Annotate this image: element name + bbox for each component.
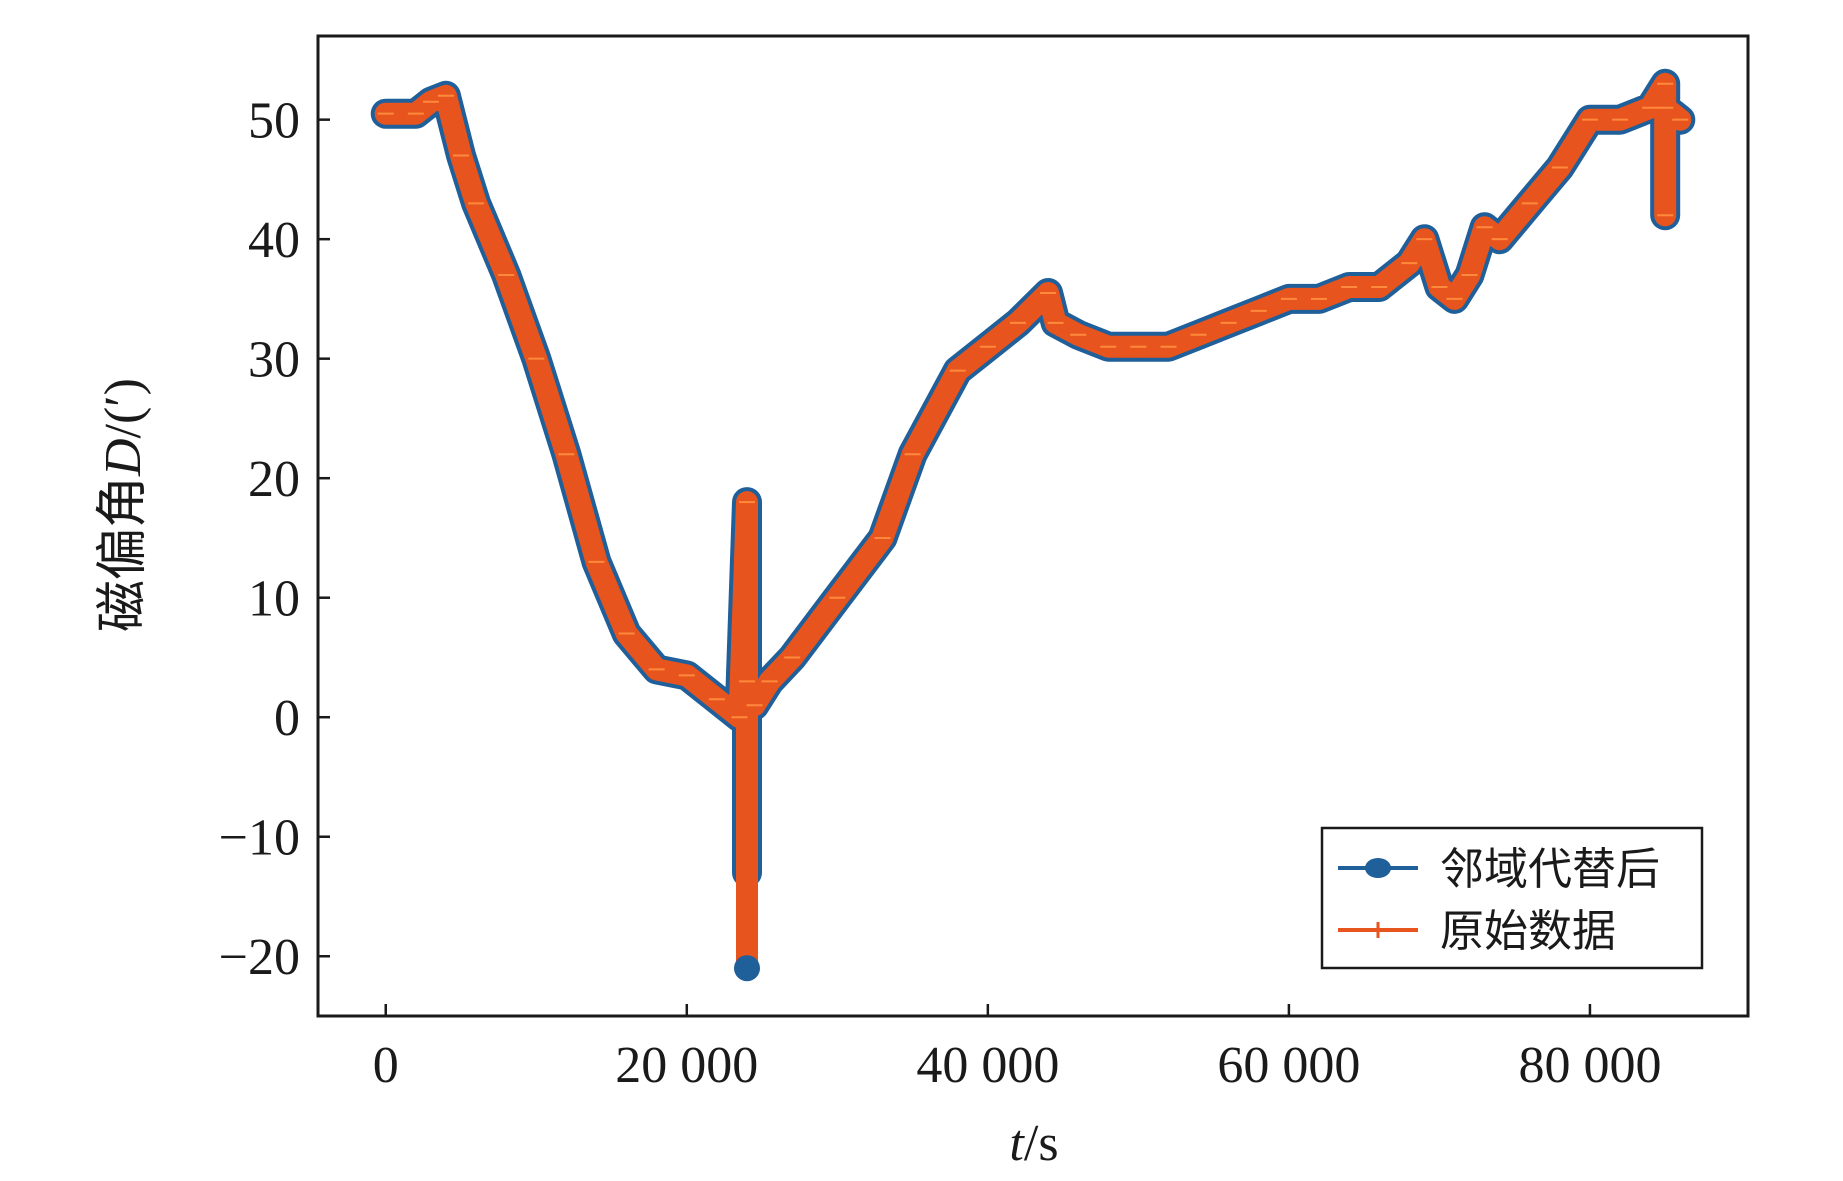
y-tick-label: 10 bbox=[248, 571, 300, 628]
y-tick-label: 0 bbox=[274, 690, 300, 747]
x-tick-label: 80 000 bbox=[1518, 1037, 1661, 1094]
y-tick-label: 30 bbox=[248, 332, 300, 389]
legend-label-replaced: 邻域代替后 bbox=[1440, 844, 1660, 895]
x-tick-label: 40 000 bbox=[916, 1037, 1059, 1094]
series-layer bbox=[370, 68, 1696, 982]
y-tick-label: 20 bbox=[248, 451, 300, 508]
legend-marker-replaced bbox=[1365, 858, 1391, 878]
x-axis-label: t/s bbox=[1009, 1115, 1058, 1172]
legend-entry-replaced: 邻域代替后 bbox=[1338, 844, 1660, 895]
legend-label-original: 原始数据 bbox=[1440, 906, 1616, 957]
y-tick-label: −10 bbox=[219, 810, 300, 867]
axes-layer: 0 20 000 40 000 60 000 80 000 −20 −10 0 10 20 30 40… bbox=[219, 34, 1750, 1094]
y-tick-label: −20 bbox=[219, 929, 300, 986]
y-tick-label: 50 bbox=[248, 93, 300, 150]
series-line-original-thin bbox=[385, 78, 1682, 969]
y-tick-label: 40 bbox=[248, 212, 300, 269]
legend-frame bbox=[1320, 826, 1704, 970]
x-tick-label: 0 bbox=[373, 1037, 399, 1094]
legend: 邻域代替后 原始数据 bbox=[1320, 826, 1704, 970]
legend-entry-original: 原始数据 bbox=[1338, 906, 1616, 957]
point-outlier bbox=[734, 955, 760, 982]
x-tick-label: 60 000 bbox=[1217, 1037, 1360, 1094]
y-axis-label: 磁偏角D/(′) bbox=[95, 378, 152, 632]
x-tick-label: 20 000 bbox=[615, 1037, 758, 1094]
plot-frame bbox=[316, 34, 1750, 1018]
